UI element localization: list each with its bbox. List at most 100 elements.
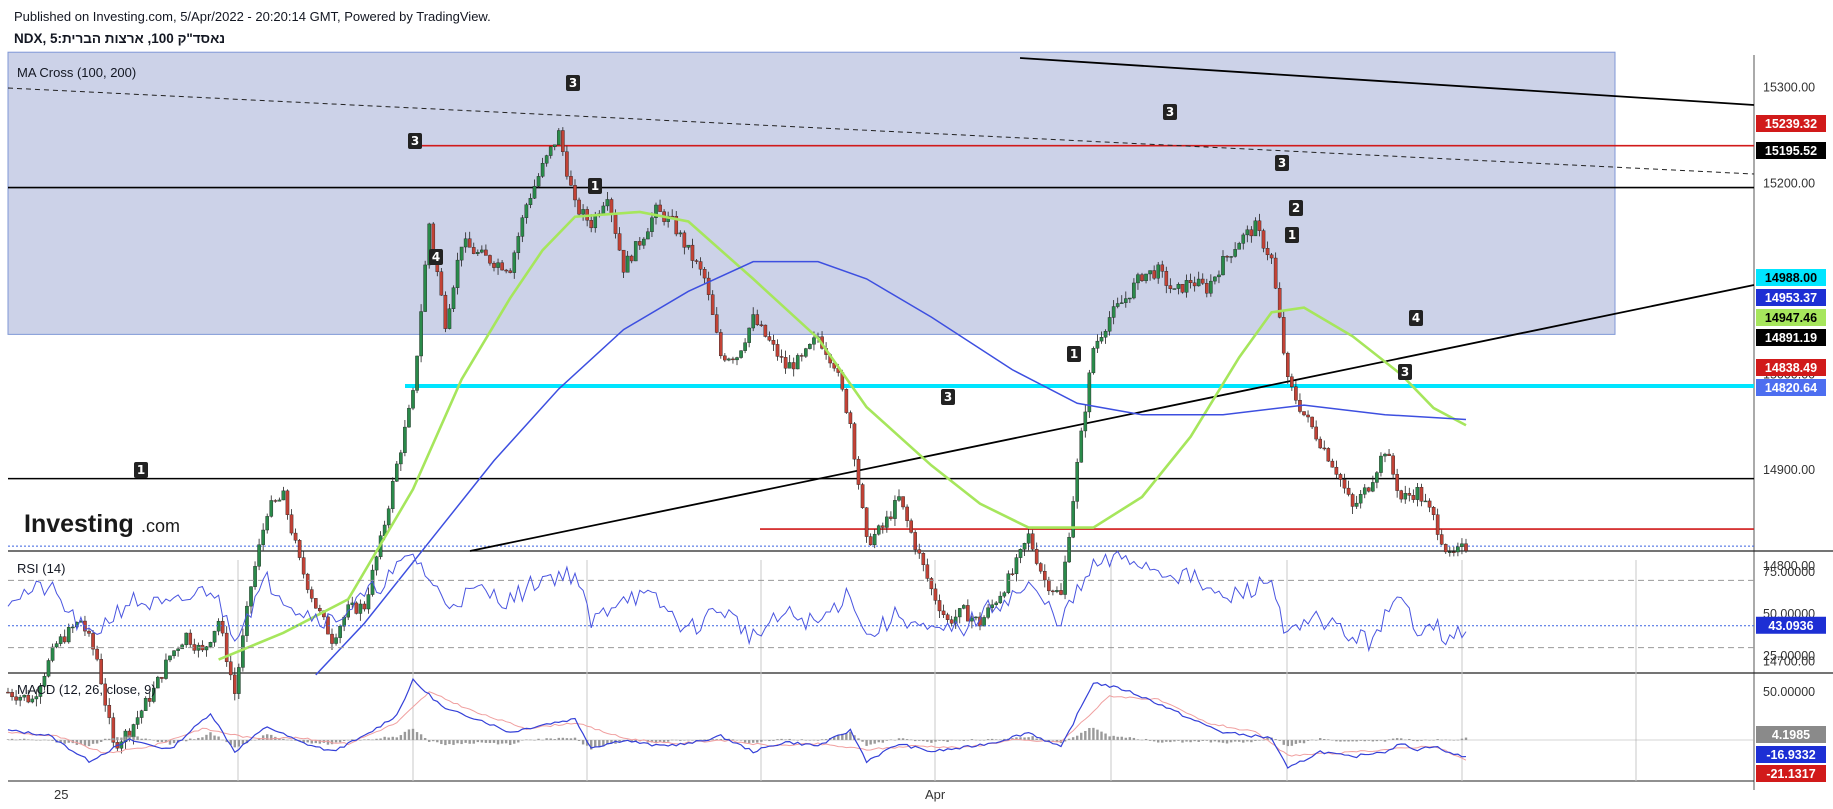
macd-histogram-bar bbox=[189, 738, 192, 740]
candle-down bbox=[6, 691, 10, 694]
candle-down bbox=[1269, 254, 1274, 259]
macd-panel[interactable]: 50.00000 4.1985 -16.9332 -21.1317 bbox=[6, 677, 1826, 782]
macd-histogram-bar bbox=[1144, 738, 1148, 740]
candle-up bbox=[257, 544, 261, 567]
macd-histogram-bar bbox=[513, 740, 516, 744]
macd-histogram-bar bbox=[756, 740, 759, 743]
macd-histogram-bar bbox=[918, 740, 921, 741]
candle-up bbox=[974, 616, 978, 619]
candle-up bbox=[1099, 337, 1104, 342]
macd-histogram-bar bbox=[565, 738, 569, 740]
macd-histogram-bar bbox=[225, 740, 228, 743]
candle-up bbox=[548, 146, 553, 156]
candle-up bbox=[180, 644, 184, 650]
candle-up bbox=[1423, 500, 1428, 503]
rsi-line bbox=[7, 550, 1467, 653]
macd-histogram-bar bbox=[261, 735, 265, 740]
macd-histogram-bar bbox=[1387, 739, 1391, 740]
candle-down bbox=[889, 516, 893, 519]
macd-histogram-bar bbox=[581, 740, 585, 745]
candle-down bbox=[710, 294, 715, 315]
candle-down bbox=[293, 532, 298, 541]
candle-down bbox=[1277, 288, 1282, 318]
candle-up bbox=[808, 344, 812, 349]
candle-down bbox=[1431, 507, 1436, 515]
candle-up bbox=[1213, 276, 1217, 282]
macd-histogram-bar bbox=[1420, 740, 1423, 741]
price-tick-label: 14800.00 bbox=[1763, 559, 1815, 573]
price-tick-label: 14900.00 bbox=[1763, 463, 1815, 477]
macd-histogram-bar bbox=[1157, 740, 1160, 743]
candle-down bbox=[1265, 248, 1270, 256]
candle-down bbox=[14, 696, 18, 701]
candle-down bbox=[1435, 514, 1440, 535]
price-tick-label: 14700.00 bbox=[1763, 655, 1815, 669]
macd-histogram-bar bbox=[1055, 740, 1059, 742]
candle-down bbox=[1346, 487, 1351, 495]
macd-histogram-bar bbox=[780, 738, 783, 740]
macd-histogram-bar bbox=[796, 740, 799, 741]
wave-label-box bbox=[941, 389, 955, 405]
macd-histogram-bar bbox=[1152, 740, 1156, 742]
candle-down bbox=[925, 564, 930, 579]
candle-up bbox=[1148, 270, 1152, 275]
candle-up bbox=[463, 238, 468, 248]
macd-histogram-bar bbox=[995, 739, 998, 740]
price-tick-label: 15300.00 bbox=[1763, 81, 1815, 95]
macd-histogram-bar bbox=[1274, 739, 1277, 740]
macd-histogram-bar bbox=[253, 739, 257, 741]
candle-down bbox=[228, 661, 233, 676]
candle-up bbox=[990, 604, 994, 608]
price-panel[interactable]: 134313133214315300.0015200.0015100.00150… bbox=[6, 51, 1826, 781]
candle-down bbox=[901, 496, 905, 508]
macd-histogram-bar bbox=[1310, 739, 1314, 741]
candle-down bbox=[1160, 264, 1165, 272]
macd-histogram-bar bbox=[982, 740, 986, 741]
price-tag bbox=[1756, 359, 1826, 376]
candle-up bbox=[986, 607, 990, 618]
macd-histogram-bar bbox=[776, 739, 779, 740]
macd-histogram-bar bbox=[379, 738, 382, 740]
macd-histogram-bar bbox=[541, 739, 544, 741]
candle-up bbox=[876, 525, 881, 535]
candle-up bbox=[528, 198, 533, 205]
macd-histogram-bar bbox=[525, 739, 528, 741]
macd-histogram-bar bbox=[318, 740, 322, 744]
candle-down bbox=[779, 356, 784, 358]
macd-histogram-bar bbox=[415, 732, 419, 740]
ma200-line bbox=[315, 260, 1467, 676]
candle-up bbox=[1071, 501, 1075, 538]
price-tag bbox=[1756, 289, 1826, 306]
macd-histogram-bar bbox=[411, 728, 415, 740]
candle-up bbox=[540, 163, 545, 177]
macd-histogram-bar bbox=[930, 740, 933, 743]
candle-up bbox=[1379, 455, 1383, 473]
candle-up bbox=[1237, 243, 1241, 250]
candle-down bbox=[945, 614, 950, 620]
macd-histogram-bar bbox=[67, 740, 70, 743]
macd-histogram-bar bbox=[1181, 740, 1184, 743]
candle-down bbox=[848, 412, 853, 424]
macd-signal-line bbox=[7, 691, 1467, 761]
candle-up bbox=[1371, 482, 1375, 492]
macd-histogram-bar bbox=[999, 739, 1002, 741]
candle-up bbox=[1403, 493, 1408, 500]
price-tag-label: 15239.32 bbox=[1765, 117, 1817, 131]
macd-histogram-bar bbox=[865, 740, 868, 746]
macd-histogram-bar bbox=[472, 740, 475, 744]
rsi-tick-label: 75.00000 bbox=[1763, 565, 1815, 579]
candle-up bbox=[407, 407, 411, 428]
candle-up bbox=[727, 358, 731, 361]
candle-up bbox=[253, 566, 257, 587]
candle-up bbox=[536, 176, 541, 187]
macd-histogram-bar bbox=[934, 740, 937, 742]
macd-histogram-bar bbox=[1250, 740, 1253, 743]
candle-down bbox=[949, 619, 954, 624]
macd-histogram-bar bbox=[209, 732, 212, 740]
candle-down bbox=[690, 244, 695, 261]
macd-histogram-bar bbox=[1258, 740, 1261, 741]
candle-up bbox=[1132, 282, 1136, 299]
wave-label: 1 bbox=[137, 463, 145, 477]
